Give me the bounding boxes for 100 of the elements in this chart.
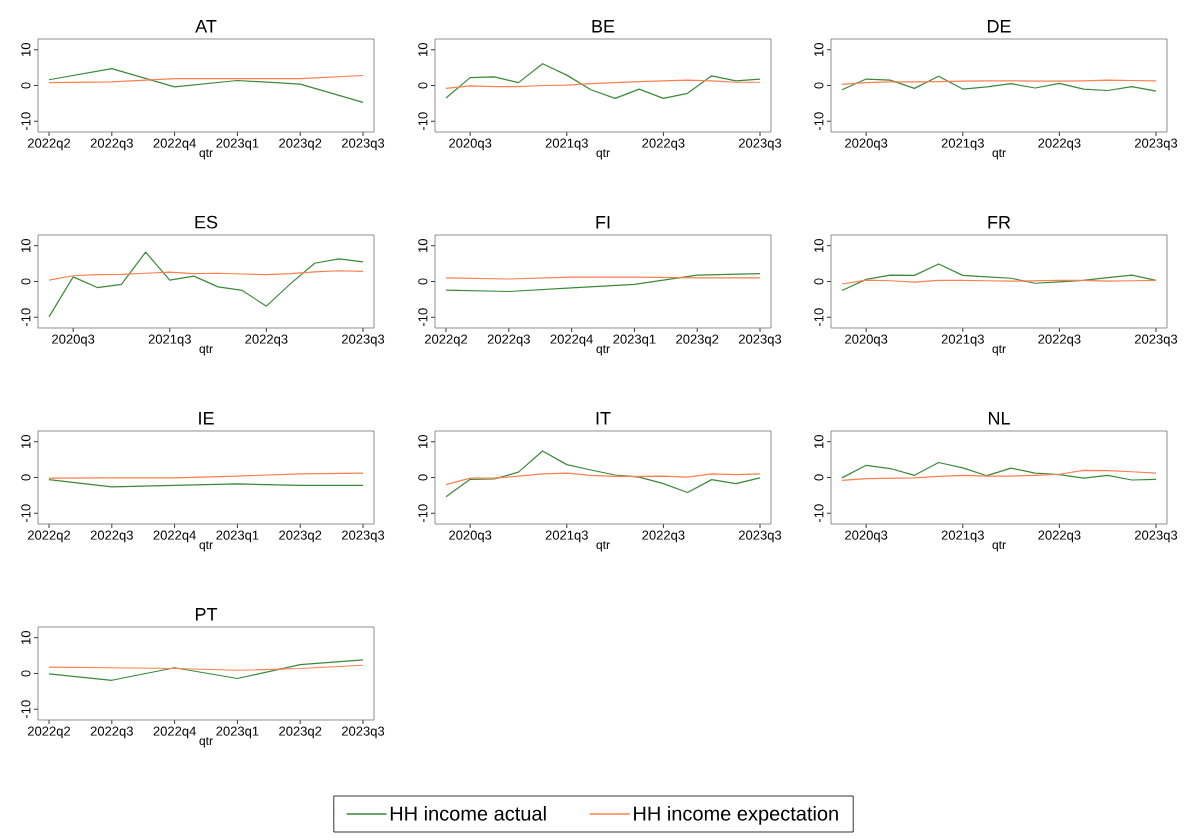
chart-title: BE	[592, 20, 615, 33]
x-axis-title: qtr	[596, 345, 610, 356]
y-tick-label: 10	[21, 238, 31, 252]
x-tick-label: 2022q3	[90, 138, 133, 151]
x-axis-title: qtr	[199, 149, 213, 160]
x-tick-label: 2022q4	[550, 334, 593, 347]
y-tick-label: -10	[418, 112, 428, 131]
x-axis-title: qtr	[992, 149, 1006, 160]
x-tick-label: 2022q3	[90, 726, 133, 739]
chart-title: ES	[195, 215, 218, 229]
y-tick-label: -10	[418, 504, 428, 523]
x-tick-label: 2023q3	[1134, 334, 1178, 347]
x-tick-label: 2023q1	[216, 138, 259, 151]
y-tick-label: 10	[814, 42, 824, 56]
y-tick-label: 10	[814, 238, 824, 252]
y-tick-label: -10	[814, 308, 824, 327]
x-tick-label: 2023q3	[738, 334, 782, 347]
x-tick-label: 2023q2	[279, 530, 322, 543]
x-tick-label: 2022q4	[153, 726, 196, 739]
y-tick-label: 0	[814, 278, 824, 285]
x-axis-title: qtr	[199, 345, 213, 356]
line-series	[445, 79, 761, 89]
line-series	[445, 273, 761, 293]
x-tick-label: 2022q3	[245, 334, 288, 347]
y-tick-label: 0	[21, 670, 31, 677]
y-tick-label: -10	[814, 504, 824, 523]
line-series	[841, 75, 1157, 92]
x-tick-label: 2020q3	[52, 334, 95, 347]
y-tick-label: 0	[21, 278, 31, 285]
chart-title: FR	[988, 216, 1011, 229]
x-tick-label: 2022q3	[90, 530, 133, 543]
x-tick-label: 2021q3	[545, 530, 588, 543]
x-axis-title: qtr	[596, 149, 610, 160]
y-tick-label: 10	[418, 42, 428, 56]
x-tick-label: 2023q2	[279, 138, 322, 151]
x-tick-label: 2023q3	[341, 530, 385, 543]
y-tick-label: -10	[21, 112, 31, 131]
y-tick-label: -10	[21, 504, 31, 523]
chart-title: IE	[199, 412, 214, 425]
x-axis-title: qtr	[199, 737, 213, 748]
x-tick-label: 2023q3	[341, 138, 385, 151]
line-series	[841, 461, 1157, 481]
line-series	[48, 68, 364, 103]
y-tick-label: 0	[21, 82, 31, 89]
x-tick-label: 2020q3	[845, 138, 888, 151]
x-tick-label: 2023q1	[216, 530, 259, 543]
x-tick-label: 2022q3	[642, 138, 685, 151]
y-tick-label: -10	[21, 700, 31, 719]
x-tick-label: 2023q1	[613, 334, 656, 347]
x-tick-label: 2020q3	[845, 530, 888, 543]
y-tick-label: 0	[418, 82, 428, 89]
x-tick-label: 2020q3	[845, 334, 888, 347]
x-tick-label: 2023q3	[1134, 530, 1178, 543]
x-tick-label: 2023q3	[341, 726, 385, 739]
x-tick-label: 2022q3	[487, 334, 530, 347]
line-series	[841, 263, 1157, 292]
y-tick-label: 0	[418, 278, 428, 285]
y-tick-label: 0	[21, 474, 31, 481]
x-tick-label: 2023q3	[738, 530, 782, 543]
x-tick-label: 2021q3	[941, 138, 984, 151]
x-tick-label: 2022q3	[1038, 138, 1081, 151]
x-axis-title: qtr	[992, 541, 1006, 552]
x-axis-title: qtr	[992, 345, 1006, 356]
x-tick-label: 2022q2	[27, 138, 71, 151]
x-tick-label: 2021q3	[941, 334, 984, 347]
y-tick-label: 10	[21, 434, 31, 448]
y-tick-label: 10	[418, 238, 428, 252]
x-tick-label: 2023q1	[216, 726, 259, 739]
chart-title: PT	[195, 608, 218, 621]
y-tick-label: 0	[418, 474, 428, 481]
y-tick-label: -10	[814, 112, 824, 131]
y-tick-label: 10	[21, 43, 31, 56]
x-tick-label: 2022q2	[27, 530, 71, 543]
x-tick-label: 2023q2	[676, 334, 719, 347]
chart-title: IT	[596, 412, 611, 425]
x-tick-label: 2022q3	[1038, 530, 1081, 543]
line-series	[445, 63, 761, 99]
y-tick-label: 10	[814, 434, 824, 448]
line-series	[445, 472, 761, 486]
x-tick-label: 2022q4	[153, 138, 196, 151]
chart-title: DE	[987, 20, 1011, 33]
chart-title: FI	[596, 216, 610, 229]
x-axis-title: qtr	[596, 541, 610, 552]
y-tick-label: -10	[21, 308, 31, 327]
x-tick-label: 2023q3	[738, 138, 782, 151]
y-tick-label: 0	[814, 474, 824, 481]
y-tick-label: 10	[21, 630, 31, 644]
x-tick-label: 2022q3	[642, 530, 685, 543]
line-series	[48, 659, 364, 681]
legend-label: HH income actual	[390, 805, 546, 821]
line-series	[48, 270, 364, 281]
x-axis-title: qtr	[199, 541, 213, 552]
x-tick-label: 2023q2	[279, 726, 322, 739]
x-tick-label: 2022q2	[424, 334, 468, 347]
legend-label: HH income expectation	[634, 805, 838, 825]
x-tick-label: 2021q3	[941, 530, 984, 543]
y-tick-label: -10	[418, 308, 428, 327]
y-tick-label: 0	[814, 82, 824, 89]
line-series	[48, 479, 364, 488]
x-tick-label: 2021q3	[545, 138, 588, 151]
